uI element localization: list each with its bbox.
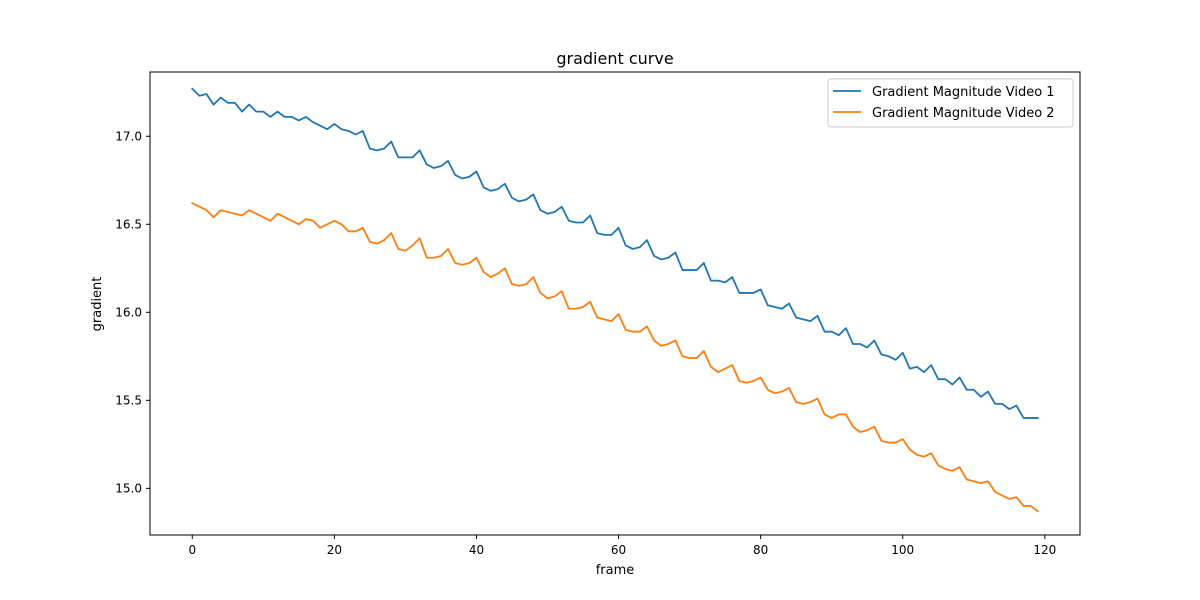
series-line-2 — [191, 201, 1039, 513]
y-tick-label: 15.5 — [115, 393, 142, 407]
legend-label-1: Gradient Magnitude Video 1 — [872, 85, 1055, 100]
series-line-1 — [190, 87, 1039, 419]
legend: Gradient Magnitude Video 1 Gradient Magni… — [827, 78, 1074, 128]
x-tick-label: 60 — [611, 543, 626, 557]
legend-label-2: Gradient Magnitude Video 2 — [872, 106, 1055, 121]
chart-title: gradient curve — [556, 49, 673, 68]
x-tick-label: 80 — [753, 543, 768, 557]
y-axis: 15.0 15.5 16.0 16.5 17.0 — [115, 129, 150, 495]
plot-area — [190, 87, 1039, 513]
plot-frame — [149, 71, 1081, 536]
y-tick-label: 16.0 — [115, 305, 142, 319]
x-tick-label: 40 — [469, 543, 484, 557]
legend-box — [827, 78, 1074, 128]
y-tick-label: 17.0 — [115, 129, 142, 143]
x-tick-label: 100 — [891, 543, 914, 557]
y-tick-label: 15.0 — [115, 481, 142, 495]
x-tick-label: 0 — [188, 543, 196, 557]
y-tick-label: 16.5 — [115, 217, 142, 231]
x-tick-label: 20 — [327, 543, 342, 557]
x-axis: 0 20 40 60 80 100 120 — [188, 535, 1056, 557]
x-tick-label: 120 — [1033, 543, 1056, 557]
x-axis-label: frame — [596, 563, 635, 578]
y-axis-label: gradient — [90, 277, 105, 332]
